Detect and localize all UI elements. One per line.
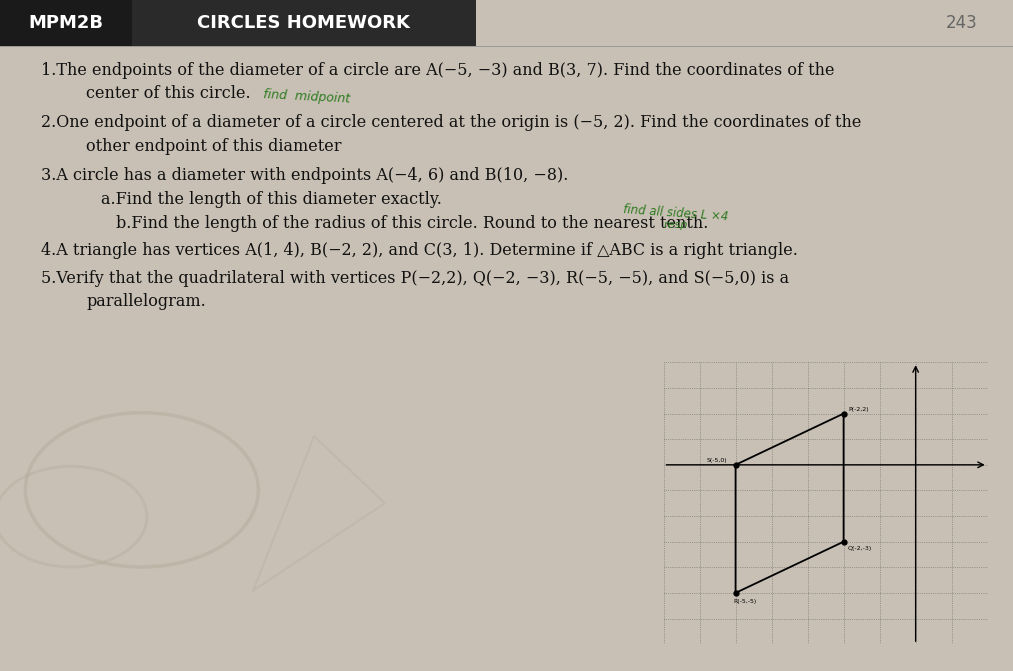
Text: CIRCLES HOMEWORK: CIRCLES HOMEWORK <box>198 14 410 32</box>
Text: b.Find the length of the radius of this circle. Round to the nearest tenth.: b.Find the length of the radius of this … <box>116 215 709 232</box>
Text: 3.A circle has a diameter with endpoints A(−4, 6) and B(10, −8).: 3.A circle has a diameter with endpoints… <box>41 166 568 184</box>
Text: other endpoint of this diameter: other endpoint of this diameter <box>86 138 341 155</box>
Bar <box>0 0 476 46</box>
Text: find  midpoint: find midpoint <box>263 88 350 105</box>
Text: 2.One endpoint of a diameter of a circle centered at the origin is (−5, 2). Find: 2.One endpoint of a diameter of a circle… <box>41 114 861 132</box>
Text: parallelogram.: parallelogram. <box>86 293 206 311</box>
Text: 5.Verify that the quadrilateral with vertices P(−2,2), Q(−2, −3), R(−5, −5), and: 5.Verify that the quadrilateral with ver… <box>41 270 789 287</box>
Text: 1.The endpoints of the diameter of a circle are A(−5, −3) and B(3, 7). Find the : 1.The endpoints of the diameter of a cir… <box>41 62 834 79</box>
Text: P(-2,2): P(-2,2) <box>848 407 868 412</box>
Text: S(-5,0): S(-5,0) <box>707 458 727 464</box>
Text: MPM2B: MPM2B <box>28 14 103 32</box>
Text: find all sides L ×4: find all sides L ×4 <box>623 203 729 223</box>
Text: 4.A triangle has vertices A(1, 4), B(−2, 2), and C(3, 1). Determine if △ABC is a: 4.A triangle has vertices A(1, 4), B(−2,… <box>41 242 797 260</box>
Text: center of this circle.: center of this circle. <box>86 85 251 103</box>
Text: a.Find the length of this diameter exactly.: a.Find the length of this diameter exact… <box>101 191 443 208</box>
Bar <box>0 0 132 46</box>
Text: R(-5,-5): R(-5,-5) <box>733 599 757 605</box>
Text: 243: 243 <box>946 14 978 32</box>
Text: Q(-2,-3): Q(-2,-3) <box>848 546 872 551</box>
Text: resp: resp <box>664 220 688 229</box>
